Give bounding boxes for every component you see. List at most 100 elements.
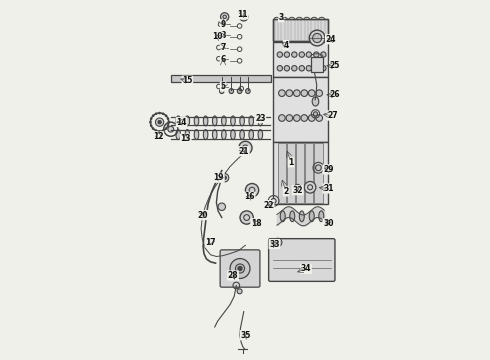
Ellipse shape	[280, 211, 285, 222]
Ellipse shape	[165, 115, 167, 117]
Circle shape	[320, 66, 326, 71]
Ellipse shape	[231, 130, 235, 140]
Text: 30: 30	[323, 219, 334, 228]
Bar	[287, 143, 295, 203]
Circle shape	[155, 118, 164, 126]
Ellipse shape	[290, 211, 295, 222]
Ellipse shape	[159, 131, 160, 132]
Circle shape	[301, 90, 308, 96]
Text: 34: 34	[301, 265, 311, 274]
Ellipse shape	[258, 130, 263, 140]
Bar	[278, 143, 286, 203]
Bar	[273, 143, 327, 204]
Bar	[311, 57, 323, 72]
Text: 2: 2	[283, 187, 289, 196]
Circle shape	[316, 115, 322, 121]
Circle shape	[316, 165, 321, 171]
FancyBboxPatch shape	[269, 239, 335, 282]
Circle shape	[284, 52, 290, 57]
Text: 14: 14	[176, 118, 187, 127]
Ellipse shape	[155, 130, 157, 131]
Text: 16: 16	[245, 192, 255, 201]
Text: 13: 13	[180, 134, 191, 143]
Bar	[273, 77, 327, 141]
Circle shape	[313, 33, 322, 42]
Circle shape	[168, 126, 173, 132]
Ellipse shape	[162, 113, 164, 114]
Text: 25: 25	[330, 61, 340, 70]
Circle shape	[286, 90, 293, 96]
Ellipse shape	[312, 97, 319, 106]
Ellipse shape	[165, 128, 167, 129]
Ellipse shape	[150, 121, 151, 123]
Ellipse shape	[176, 116, 180, 126]
Text: 27: 27	[327, 111, 338, 120]
Ellipse shape	[155, 113, 157, 114]
Ellipse shape	[258, 116, 263, 126]
Text: 35: 35	[240, 331, 250, 340]
Text: 8: 8	[220, 31, 226, 40]
Circle shape	[299, 66, 304, 71]
Circle shape	[223, 176, 226, 179]
Circle shape	[292, 66, 297, 71]
Circle shape	[236, 264, 245, 273]
Ellipse shape	[319, 211, 324, 222]
Circle shape	[276, 240, 280, 244]
Circle shape	[301, 115, 308, 121]
Text: 19: 19	[214, 173, 224, 182]
Circle shape	[304, 181, 316, 193]
Ellipse shape	[203, 116, 208, 126]
Ellipse shape	[194, 130, 199, 140]
Circle shape	[286, 115, 293, 121]
Text: 23: 23	[255, 113, 266, 122]
FancyBboxPatch shape	[220, 250, 260, 287]
Text: 31: 31	[323, 184, 334, 193]
Circle shape	[218, 203, 225, 211]
Text: 26: 26	[330, 90, 340, 99]
Ellipse shape	[229, 89, 234, 94]
Bar	[273, 19, 327, 41]
Text: 17: 17	[205, 238, 216, 247]
Circle shape	[277, 52, 283, 57]
Bar	[305, 143, 314, 203]
Ellipse shape	[162, 130, 164, 131]
Text: 12: 12	[153, 132, 164, 141]
Text: 21: 21	[239, 147, 249, 156]
Circle shape	[314, 66, 319, 71]
Text: 32: 32	[293, 186, 303, 195]
Ellipse shape	[245, 89, 250, 94]
Text: 28: 28	[228, 271, 238, 280]
Circle shape	[292, 52, 297, 57]
Text: 9: 9	[220, 20, 226, 29]
Text: 10: 10	[212, 32, 223, 41]
Circle shape	[308, 115, 315, 121]
Ellipse shape	[159, 112, 160, 114]
Text: 11: 11	[237, 10, 248, 19]
Circle shape	[220, 13, 229, 21]
Bar	[296, 143, 304, 203]
Ellipse shape	[240, 130, 245, 140]
Ellipse shape	[167, 125, 169, 126]
Circle shape	[277, 66, 283, 71]
Circle shape	[308, 90, 315, 96]
Ellipse shape	[237, 89, 242, 94]
Ellipse shape	[249, 130, 253, 140]
Bar	[171, 75, 271, 81]
Text: 1: 1	[289, 158, 294, 167]
Circle shape	[316, 90, 322, 96]
Circle shape	[240, 13, 248, 21]
Text: 18: 18	[251, 219, 262, 228]
Circle shape	[279, 90, 285, 96]
Text: 29: 29	[323, 165, 334, 174]
Ellipse shape	[152, 128, 154, 129]
Bar	[273, 19, 327, 41]
Circle shape	[294, 90, 300, 96]
Circle shape	[294, 115, 300, 121]
Circle shape	[284, 66, 290, 71]
Text: 22: 22	[264, 201, 274, 210]
Ellipse shape	[185, 130, 190, 140]
Ellipse shape	[309, 211, 314, 222]
Bar	[273, 42, 327, 77]
Ellipse shape	[249, 116, 253, 126]
Circle shape	[220, 174, 229, 182]
